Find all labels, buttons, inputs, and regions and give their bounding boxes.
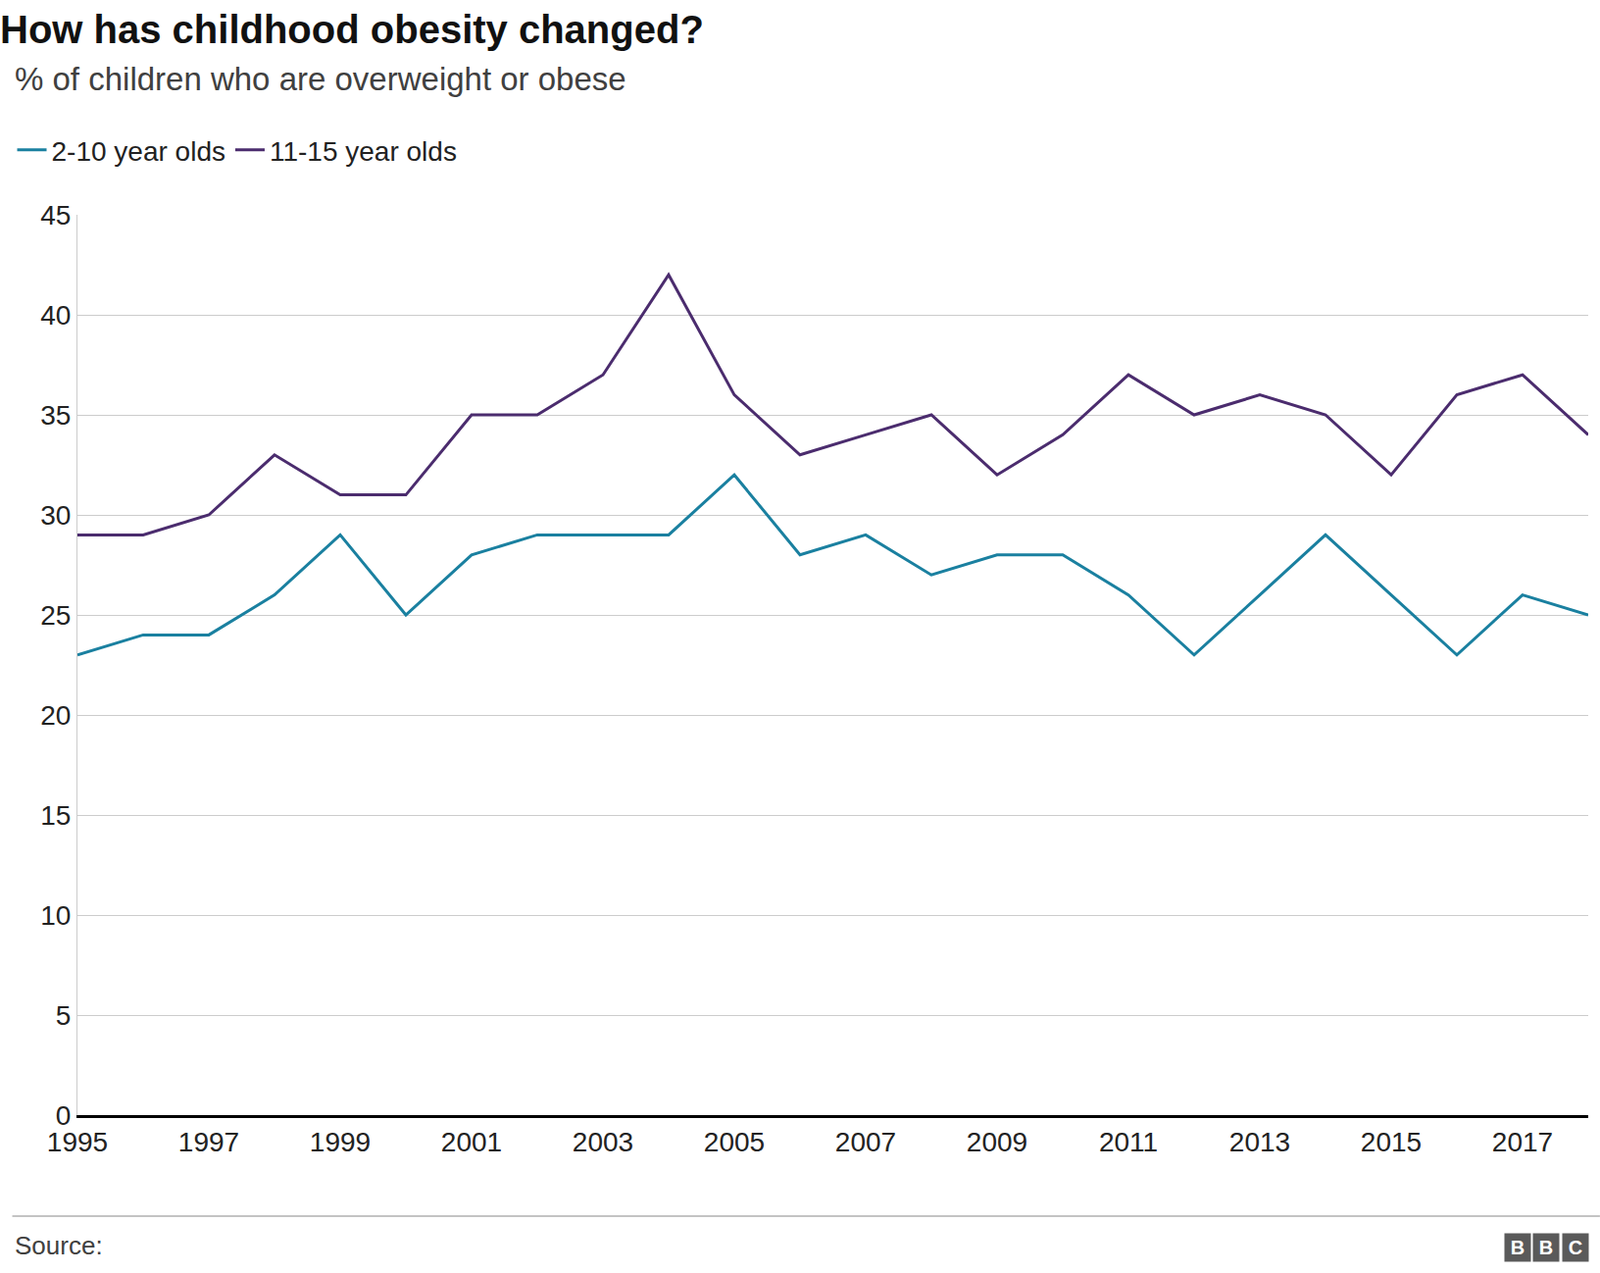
svg-text:1997: 1997 (178, 1126, 240, 1157)
svg-text:1999: 1999 (309, 1126, 371, 1157)
svg-text:45: 45 (40, 200, 71, 231)
svg-text:20: 20 (40, 700, 71, 731)
svg-text:2017: 2017 (1492, 1126, 1553, 1157)
svg-text:2015: 2015 (1360, 1126, 1422, 1157)
svg-text:0: 0 (55, 1100, 72, 1131)
svg-text:1995: 1995 (47, 1126, 108, 1157)
svg-text:B: B (1539, 1236, 1553, 1258)
svg-text:15: 15 (40, 800, 71, 831)
svg-text:2005: 2005 (703, 1126, 765, 1157)
svg-text:5: 5 (55, 1000, 72, 1031)
svg-text:40: 40 (40, 300, 71, 331)
svg-text:2009: 2009 (966, 1126, 1028, 1157)
svg-text:11-15 year olds: 11-15 year olds (269, 136, 457, 167)
svg-text:2-10 year olds: 2-10 year olds (51, 136, 226, 167)
svg-text:35: 35 (40, 400, 71, 431)
svg-text:25: 25 (40, 600, 71, 631)
svg-text:% of children who are overweig: % of children who are overweight or obes… (14, 60, 627, 98)
svg-text:How has childhood obesity chan: How has childhood obesity changed? (0, 7, 704, 51)
svg-text:C: C (1568, 1236, 1583, 1258)
svg-text:2007: 2007 (835, 1126, 897, 1157)
svg-text:2001: 2001 (441, 1126, 502, 1157)
svg-text:2011: 2011 (1099, 1126, 1158, 1157)
svg-text:Source:: Source: (14, 1230, 103, 1260)
svg-text:30: 30 (40, 500, 71, 531)
svg-text:B: B (1510, 1236, 1525, 1258)
svg-text:10: 10 (40, 900, 71, 931)
svg-text:2003: 2003 (572, 1126, 634, 1157)
svg-text:2013: 2013 (1229, 1126, 1291, 1157)
